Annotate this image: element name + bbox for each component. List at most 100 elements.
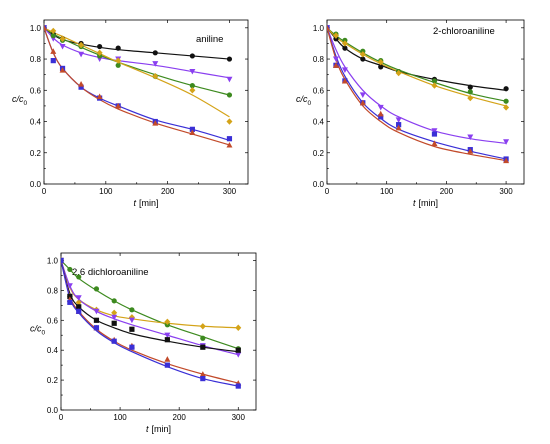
series-1-point	[200, 335, 206, 341]
x-tick-label: 100	[113, 413, 127, 422]
x-axis-label: t [min]	[413, 198, 438, 208]
series-6-point	[152, 120, 159, 126]
series-3-point	[332, 32, 339, 39]
x-tick-label: 0	[59, 413, 64, 422]
y-axis-label: c/c0	[12, 94, 28, 107]
series-3-point	[115, 62, 121, 68]
series-5-point	[78, 84, 84, 90]
series-6-point	[377, 110, 384, 117]
y-tick-label: 1.0	[30, 24, 42, 33]
series-3-point	[66, 283, 73, 289]
series-3-point	[111, 314, 118, 321]
series-6-point	[327, 24, 330, 31]
series-5-point	[378, 114, 384, 120]
y-tick-label: 0.8	[313, 55, 325, 64]
series-3-point	[503, 104, 510, 111]
y-tick-label: 0.4	[30, 118, 42, 127]
series-4-point	[359, 92, 366, 98]
y-axis-label-sub: 0	[42, 330, 46, 337]
series-4-point	[76, 304, 82, 310]
series-6-point	[235, 383, 241, 389]
series-1-point	[503, 86, 509, 92]
series-5-point	[431, 131, 438, 137]
series-6-fit-line	[61, 260, 239, 387]
series-2-point	[503, 98, 509, 104]
series-4-point	[50, 27, 57, 35]
y-axis-label: c/c0	[296, 94, 312, 107]
x-axis-label-unit: [min]	[152, 424, 172, 434]
series-6-point	[226, 141, 233, 148]
plot-frame	[43, 19, 249, 185]
series-2-point	[189, 68, 196, 75]
series-1-point	[152, 50, 158, 56]
series-2-point	[199, 323, 206, 330]
y-tick-label: 0.0	[47, 406, 59, 415]
x-tick-label: 200	[440, 187, 454, 196]
series-6-point	[59, 66, 66, 73]
plot-area	[61, 257, 242, 389]
series-1-point	[97, 43, 103, 50]
series-4-point	[78, 41, 85, 49]
series-4-point	[431, 128, 438, 134]
series-6-point	[164, 362, 170, 368]
series-2-point	[164, 318, 171, 325]
series-1-point	[378, 64, 384, 70]
series-5-point	[396, 122, 402, 128]
y-tick-label: 0.6	[47, 316, 59, 325]
series-4-point	[59, 35, 66, 42]
series-4-point	[200, 344, 206, 350]
panel-title: 2,6 dichloroaniline	[72, 267, 149, 278]
series-6-point	[61, 257, 64, 264]
y-tick-label: 1.0	[313, 24, 325, 33]
plot-frame	[326, 19, 525, 185]
y-tick-label: 0.0	[313, 180, 325, 189]
series-6-point	[503, 157, 510, 164]
series-1-point	[129, 307, 135, 313]
series-4-point	[93, 317, 100, 323]
series-6-point	[44, 24, 47, 31]
series-5-point	[189, 126, 195, 132]
y-tick-label: 0.6	[313, 86, 325, 95]
series-3-point	[75, 295, 82, 301]
x-tick-label: 0	[325, 187, 330, 196]
series-1-point	[360, 56, 366, 62]
series-3-point	[377, 58, 384, 66]
series-4-point	[395, 117, 402, 123]
series-3-point	[359, 51, 366, 58]
plot-area	[44, 24, 233, 148]
series-4-point	[341, 67, 348, 73]
series-2-point	[75, 299, 82, 306]
series-6-point	[359, 99, 366, 106]
y-tick-label: 0.0	[30, 180, 42, 189]
plot-frame	[60, 252, 257, 411]
series-1-point	[226, 56, 233, 62]
x-axis-label-var: t	[146, 424, 149, 434]
series-6-point	[332, 62, 339, 68]
series-5-point	[164, 356, 171, 362]
series-1-point	[93, 286, 100, 292]
series-3-point	[189, 83, 195, 89]
y-tick-label: 0.2	[47, 376, 59, 385]
series-4-point	[189, 87, 196, 94]
x-tick-label: 100	[380, 187, 394, 196]
series-2-point	[111, 309, 118, 317]
y-axis-label-sub: 0	[308, 100, 312, 107]
series-6-point	[341, 77, 348, 84]
plot-area	[327, 24, 510, 164]
series-4-point	[152, 73, 159, 80]
series-5-point	[199, 371, 206, 377]
series-1-point	[76, 274, 82, 280]
series-3-point	[431, 82, 438, 89]
x-axis-label-unit: [min]	[139, 198, 159, 208]
y-tick-label: 0.2	[30, 149, 42, 158]
x-tick-label: 300	[499, 187, 513, 196]
series-6-point	[67, 299, 73, 305]
series-4-fit-line	[327, 27, 507, 144]
panel-title: 2-chloroaniline	[433, 26, 495, 37]
series-5-point	[50, 58, 56, 64]
chart-panel-3: 0 100 200 300 0.0 0.2 0.4 0.6 0.8 1.0 2,6 dichloro…	[30, 252, 257, 434]
series-2-point	[59, 43, 66, 50]
chart-panel-2: 0 100 200 300 0.0 0.2 0.4 0.6 0.8 1.0 2-chloroanil…	[296, 19, 525, 208]
x-tick-label: 300	[223, 187, 237, 196]
